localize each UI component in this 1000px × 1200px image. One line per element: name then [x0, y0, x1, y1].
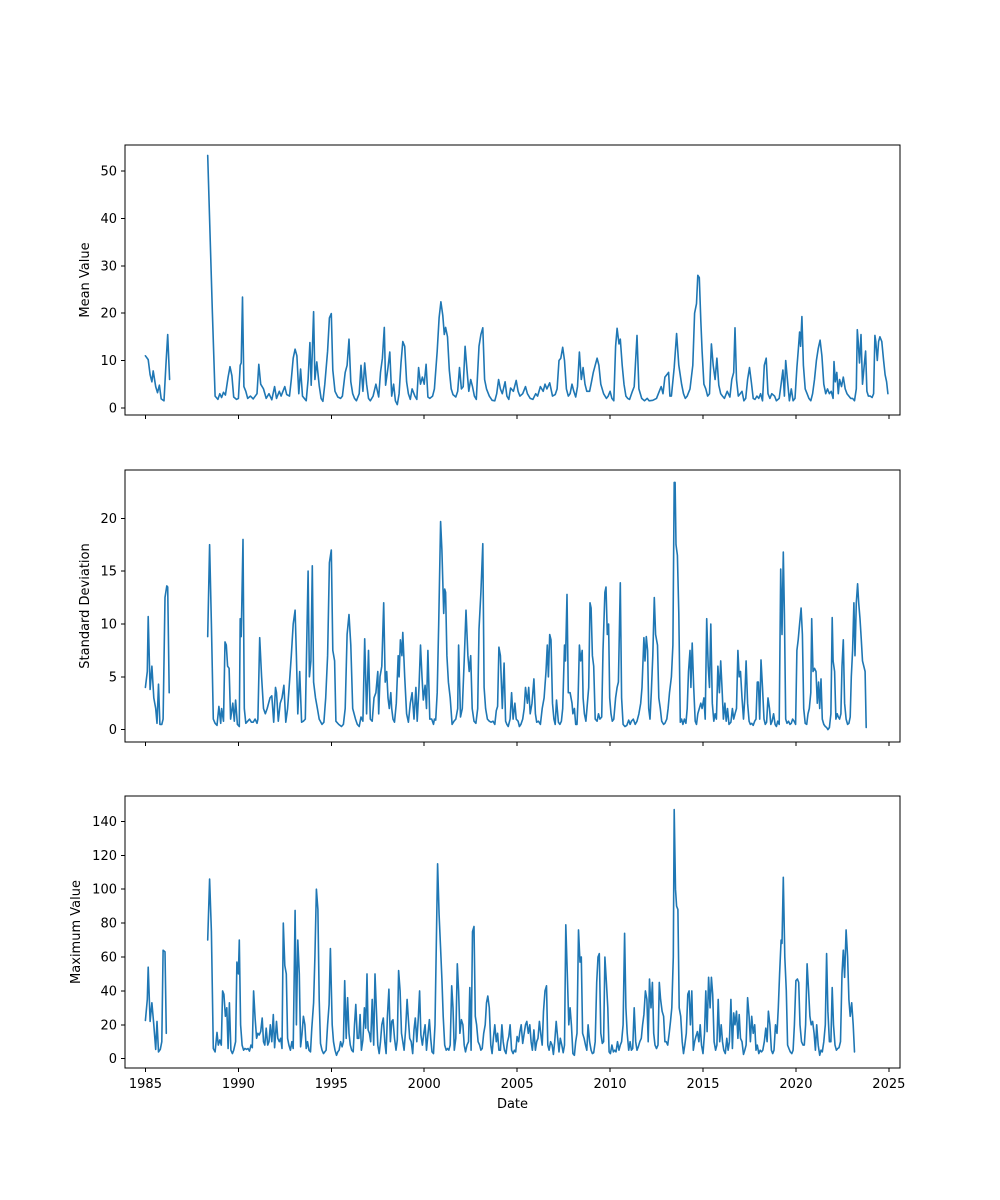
mean-value-subplot: 0 10 20 30 40 50 Mean Value	[78, 144, 901, 419]
y-tick-label: 15	[100, 565, 117, 580]
y-tick-label: 30	[100, 259, 117, 274]
y-tick-label: 50	[100, 165, 117, 180]
y-tick-label: 20	[100, 307, 117, 322]
y-tick-label: 100	[92, 883, 117, 898]
y-tick-label: 80	[100, 917, 117, 932]
y-axis-title: Mean Value	[78, 242, 93, 317]
y-axis-title: Maximum Value	[69, 880, 84, 984]
series-line	[144, 808, 856, 1057]
standard-deviation-subplot: 0 5 10 15 20 Standard Deviation	[78, 469, 901, 746]
x-axis-title: Date	[497, 1097, 528, 1112]
x-tick-label: 1985	[129, 1077, 162, 1092]
x-tick-label: 1995	[315, 1077, 348, 1092]
y-tick-label: 20	[100, 1018, 117, 1033]
x-tick-label: 2000	[408, 1077, 441, 1092]
y-tick-label: 40	[100, 212, 117, 227]
y-tick-label: 140	[92, 815, 117, 830]
series-line	[144, 154, 889, 406]
y-tick-label: 120	[92, 849, 117, 864]
series-line	[144, 481, 867, 731]
plot-frame	[124, 469, 901, 743]
y-tick-label: 5	[109, 670, 117, 685]
y-tick-label: 60	[100, 950, 117, 965]
y-tick-label: 0	[109, 723, 117, 738]
plot-frame	[124, 795, 901, 1069]
y-tick-label: 20	[100, 512, 117, 527]
x-tick-label: 2020	[779, 1077, 812, 1092]
y-axis-title: Standard Deviation	[78, 543, 93, 668]
y-tick-label: 0	[109, 1052, 117, 1067]
maximum-value-subplot: 0 20 40 60 80 100 120 140 1985 1990 1995 2000 2005 20…	[69, 795, 905, 1092]
y-tick-label: 0	[109, 401, 117, 416]
y-tick-label: 40	[100, 984, 117, 999]
x-tick-label: 2010	[594, 1077, 627, 1092]
y-tick-label: 10	[100, 354, 117, 369]
x-tick-label: 2015	[686, 1077, 719, 1092]
plot-frame	[124, 144, 901, 416]
x-tick-label: 2025	[872, 1077, 905, 1092]
y-tick-label: 10	[100, 617, 117, 632]
x-tick-label: 2005	[501, 1077, 534, 1092]
x-tick-label: 1990	[222, 1077, 255, 1092]
